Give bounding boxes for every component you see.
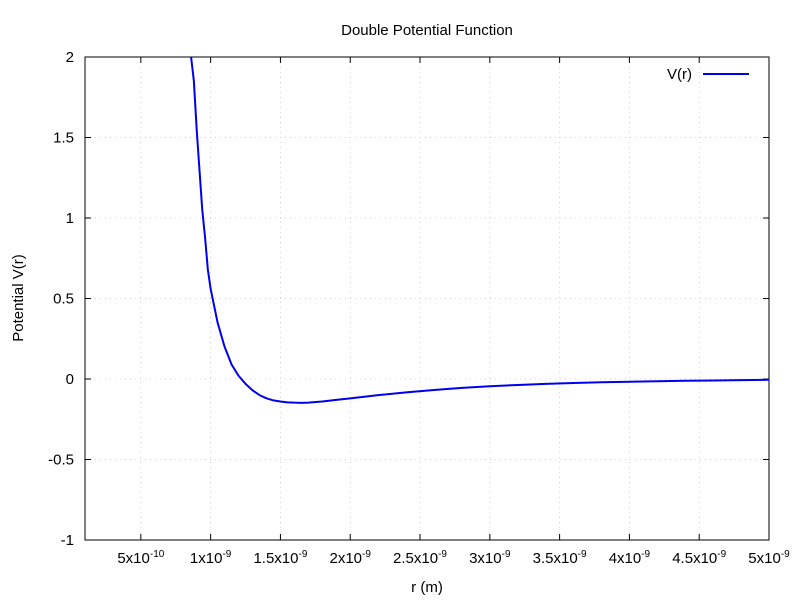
x-tick-label: 4.5x10-9 — [672, 549, 726, 567]
x-tick-label: 3.5x10-9 — [533, 549, 587, 567]
x-tick-label: 1.5x10-9 — [253, 549, 307, 567]
y-tick-label: -1 — [61, 532, 74, 549]
legend-label-v-r: V(r) — [667, 66, 692, 83]
x-tick-label: 4x10-9 — [609, 549, 651, 567]
y-tick-labels: -1 -0.5 0 0.5 1 1.5 2 — [48, 49, 74, 549]
grid — [85, 57, 769, 540]
x-tick-label: 5x10-10 — [117, 549, 164, 567]
x-tick-label: 3x10-9 — [469, 549, 511, 567]
y-tick-label: 0 — [66, 371, 74, 388]
chart-title: Double Potential Function — [341, 22, 513, 39]
x-tick-label: 2.5x10-9 — [393, 549, 447, 567]
x-axis-label: r (m) — [411, 579, 443, 596]
y-tick-label: 0.5 — [53, 291, 74, 308]
y-tick-label: 2 — [66, 49, 74, 66]
y-tick-label: 1 — [66, 210, 74, 227]
x-tick-label: 1x10-9 — [190, 549, 232, 567]
series-layer — [190, 57, 769, 404]
series-line-v-r — [190, 57, 769, 404]
legend: V(r) — [667, 66, 749, 83]
y-tick-label: -0.5 — [48, 452, 74, 469]
y-tick-label: 1.5 — [53, 130, 74, 147]
x-tick-label: 2x10-9 — [330, 549, 372, 567]
x-tick-labels: 5x10-10 1x10-9 1.5x10-9 2x10-9 2.5x10-9 3x10-… — [117, 549, 790, 567]
plot-frame — [84, 56, 770, 541]
y-axis-label: Potential V(r) — [10, 254, 27, 342]
x-tick-label: 5x10-9 — [748, 549, 790, 567]
